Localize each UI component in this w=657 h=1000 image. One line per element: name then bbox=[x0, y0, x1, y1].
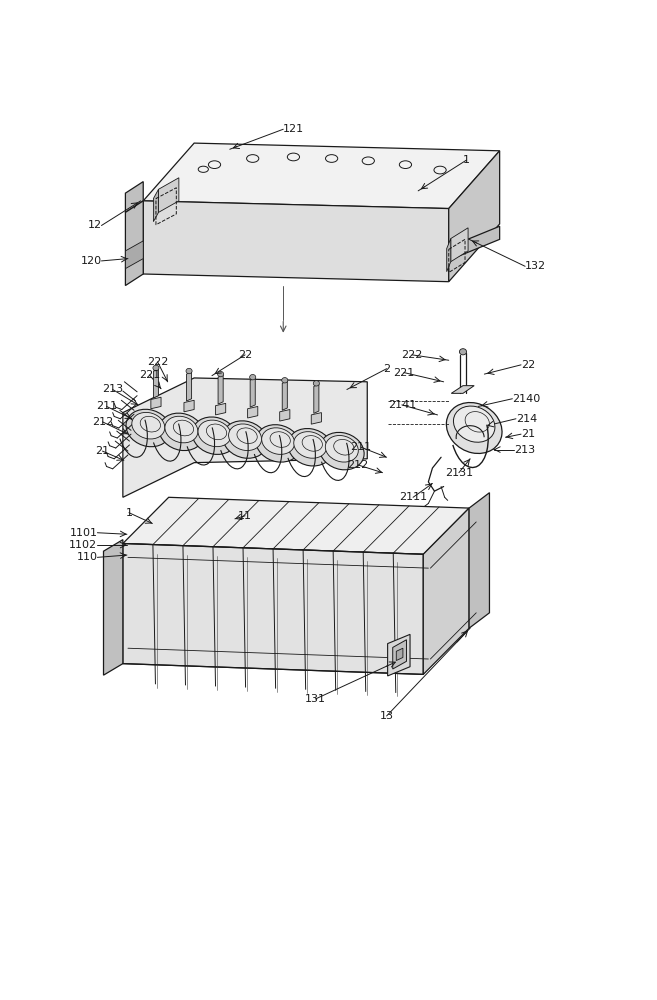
Polygon shape bbox=[451, 386, 474, 393]
Text: 1102: 1102 bbox=[69, 540, 97, 550]
Text: 211: 211 bbox=[96, 401, 117, 411]
Polygon shape bbox=[125, 182, 143, 212]
Text: 12: 12 bbox=[87, 220, 101, 230]
Ellipse shape bbox=[294, 432, 327, 458]
Ellipse shape bbox=[126, 409, 171, 447]
Text: 132: 132 bbox=[525, 261, 546, 271]
Text: 22: 22 bbox=[521, 360, 535, 370]
Polygon shape bbox=[158, 178, 179, 212]
Ellipse shape bbox=[325, 436, 358, 462]
Ellipse shape bbox=[256, 425, 300, 462]
Ellipse shape bbox=[453, 406, 495, 442]
Text: 212: 212 bbox=[92, 417, 113, 427]
Polygon shape bbox=[423, 508, 469, 674]
Text: 211: 211 bbox=[351, 442, 372, 452]
Polygon shape bbox=[449, 151, 499, 282]
Ellipse shape bbox=[288, 429, 332, 466]
Ellipse shape bbox=[229, 424, 261, 451]
Text: 212: 212 bbox=[348, 460, 369, 470]
Ellipse shape bbox=[193, 417, 237, 454]
Text: 213: 213 bbox=[102, 384, 124, 394]
Polygon shape bbox=[143, 201, 449, 282]
Polygon shape bbox=[215, 403, 226, 415]
Text: 1: 1 bbox=[125, 508, 133, 518]
Polygon shape bbox=[125, 241, 143, 269]
Polygon shape bbox=[311, 413, 321, 424]
Text: 11: 11 bbox=[238, 511, 252, 521]
Polygon shape bbox=[451, 228, 468, 262]
Polygon shape bbox=[123, 497, 469, 554]
Ellipse shape bbox=[159, 413, 204, 451]
Polygon shape bbox=[314, 384, 319, 413]
Text: 2141: 2141 bbox=[388, 400, 416, 410]
Ellipse shape bbox=[282, 378, 288, 383]
Text: 221: 221 bbox=[394, 368, 415, 378]
Polygon shape bbox=[283, 381, 287, 410]
Text: 221: 221 bbox=[139, 370, 160, 380]
Text: 2140: 2140 bbox=[512, 394, 541, 404]
Text: 214: 214 bbox=[516, 414, 537, 424]
Text: 222: 222 bbox=[401, 350, 422, 360]
Ellipse shape bbox=[261, 428, 294, 454]
Polygon shape bbox=[280, 410, 290, 421]
Polygon shape bbox=[151, 397, 161, 409]
Polygon shape bbox=[393, 640, 407, 669]
Polygon shape bbox=[388, 634, 410, 676]
Polygon shape bbox=[125, 201, 143, 286]
Polygon shape bbox=[469, 493, 489, 628]
Text: 110: 110 bbox=[76, 552, 97, 562]
Text: 222: 222 bbox=[147, 357, 168, 367]
Polygon shape bbox=[184, 400, 194, 412]
Ellipse shape bbox=[186, 368, 192, 374]
Polygon shape bbox=[396, 648, 403, 661]
Ellipse shape bbox=[132, 412, 165, 439]
Ellipse shape bbox=[459, 349, 466, 355]
Ellipse shape bbox=[223, 421, 267, 458]
Text: 213: 213 bbox=[514, 445, 535, 455]
Text: 120: 120 bbox=[80, 256, 101, 266]
Text: 2111: 2111 bbox=[399, 492, 427, 502]
Polygon shape bbox=[449, 226, 499, 260]
Polygon shape bbox=[447, 239, 451, 272]
Ellipse shape bbox=[313, 381, 319, 386]
Polygon shape bbox=[248, 406, 258, 418]
Polygon shape bbox=[218, 375, 223, 404]
Text: 121: 121 bbox=[283, 124, 304, 134]
Text: 2131: 2131 bbox=[445, 468, 473, 478]
Polygon shape bbox=[187, 372, 192, 401]
Polygon shape bbox=[143, 143, 499, 209]
Polygon shape bbox=[154, 369, 158, 398]
Text: 21: 21 bbox=[95, 446, 110, 456]
Polygon shape bbox=[123, 544, 423, 674]
Text: 22: 22 bbox=[238, 350, 252, 360]
Text: 13: 13 bbox=[380, 711, 394, 721]
Ellipse shape bbox=[319, 432, 364, 470]
Text: 2: 2 bbox=[383, 364, 390, 374]
Polygon shape bbox=[250, 378, 256, 407]
Text: 131: 131 bbox=[305, 694, 326, 704]
Polygon shape bbox=[154, 189, 158, 222]
Text: 1: 1 bbox=[463, 155, 470, 165]
Ellipse shape bbox=[250, 374, 256, 380]
Ellipse shape bbox=[153, 365, 159, 371]
Polygon shape bbox=[123, 378, 367, 497]
Text: 21: 21 bbox=[521, 429, 535, 439]
Text: 1101: 1101 bbox=[70, 528, 97, 538]
Polygon shape bbox=[104, 540, 123, 675]
Ellipse shape bbox=[217, 371, 223, 377]
Ellipse shape bbox=[198, 420, 231, 447]
Ellipse shape bbox=[165, 416, 198, 443]
Ellipse shape bbox=[446, 403, 502, 453]
